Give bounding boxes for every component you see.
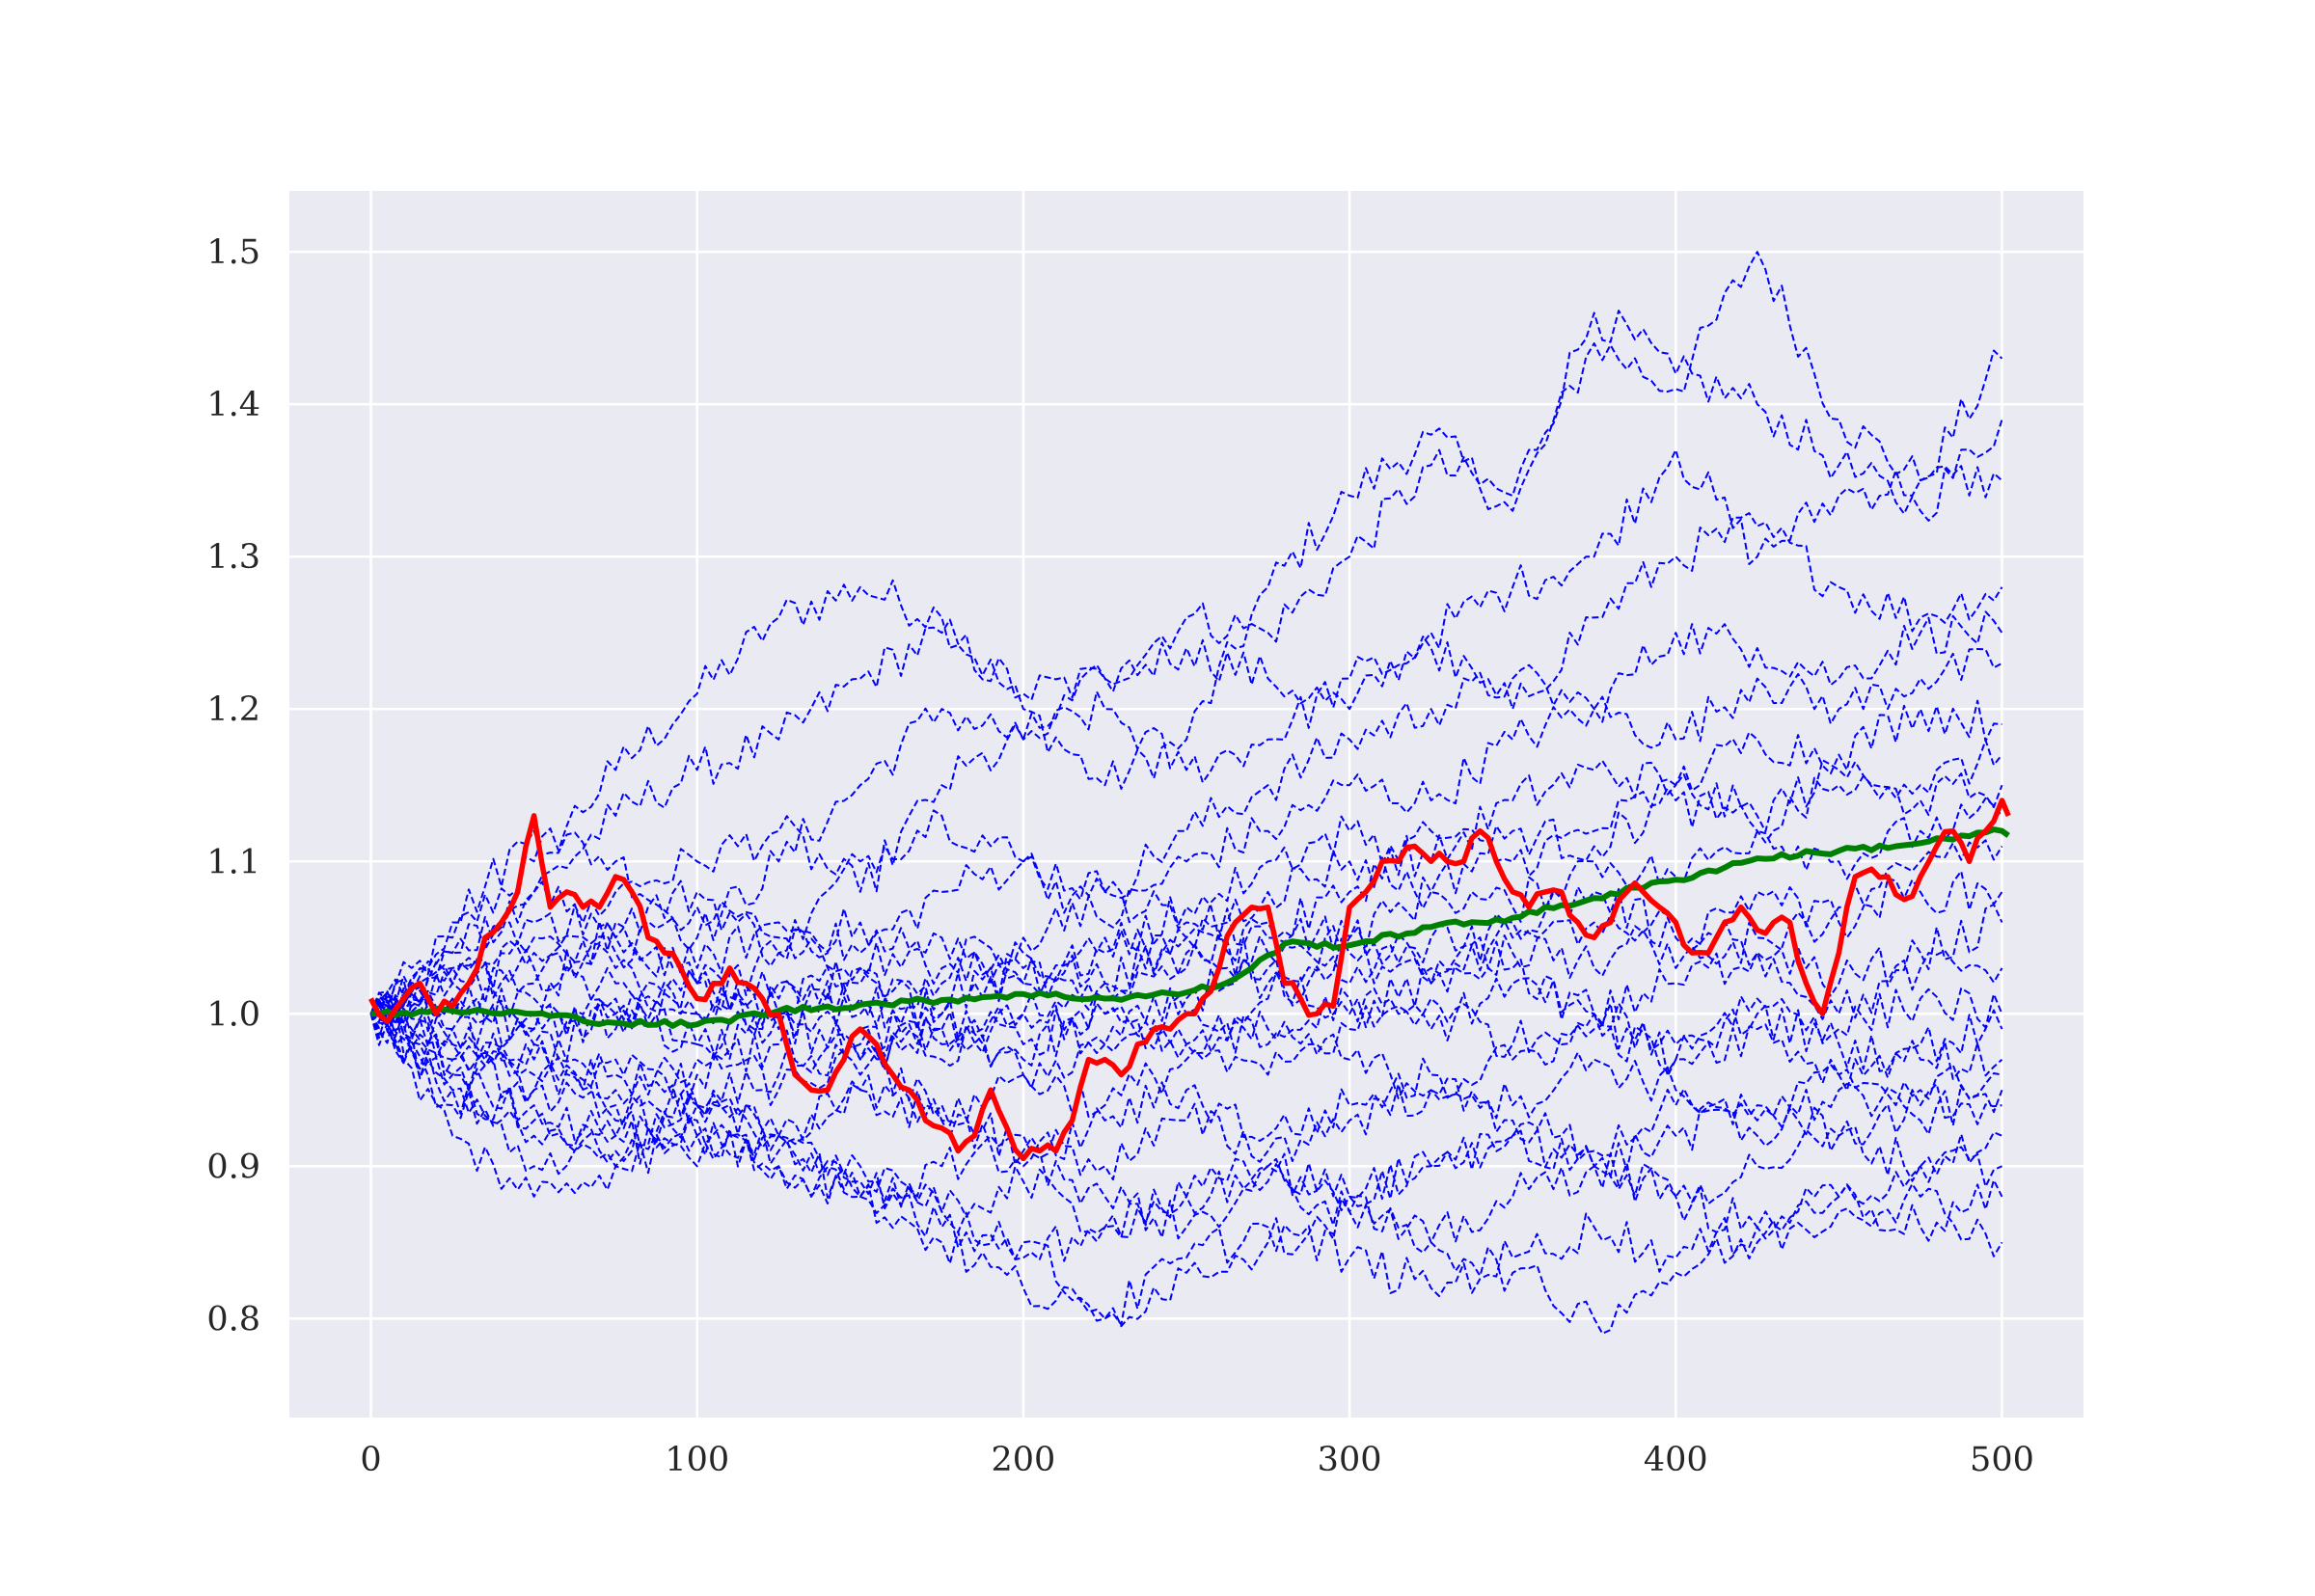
simulated-path-line <box>369 699 2002 1041</box>
simulated-path-line <box>369 648 2002 1059</box>
y-tick-label: 1.2 <box>206 690 260 729</box>
simulated-path-line <box>369 251 2003 1014</box>
y-tick-label: 1.1 <box>206 843 260 881</box>
simulated-path-line <box>369 1013 2002 1174</box>
x-tick-label: 300 <box>1318 1441 1382 1479</box>
y-tick-label: 1.4 <box>206 386 260 424</box>
highlight-path-layer <box>368 798 2011 1162</box>
simulated-path-line <box>369 880 2003 1335</box>
simulated-path-line <box>369 924 2003 1116</box>
y-tick-label: 1.0 <box>206 995 260 1034</box>
simulated-paths <box>369 251 2003 1335</box>
y-tick-label: 1.3 <box>206 538 260 577</box>
y-tick-label: 0.8 <box>206 1300 260 1339</box>
x-tick-label: 400 <box>1644 1441 1708 1479</box>
mean-path-line <box>370 826 2010 1029</box>
plot-area <box>289 191 2084 1418</box>
y-tick-label: 1.5 <box>206 233 260 272</box>
x-tick-label: 500 <box>1970 1441 2034 1479</box>
y-tick-label: 0.9 <box>206 1148 260 1186</box>
simulated-path-line <box>369 904 2003 1045</box>
simulated-path-line <box>369 1014 2002 1328</box>
mean-path-layer <box>370 826 2010 1029</box>
x-tick-label: 200 <box>992 1441 1056 1479</box>
y-tick-labels: 0.8 0.9 1.0 1.1 1.2 1.3 1.4 1.5 <box>206 233 260 1339</box>
simulated-path-line <box>369 1001 2002 1262</box>
simulated-path-line <box>370 610 2003 1015</box>
highlight-path-line <box>368 798 2011 1162</box>
simulated-path-line <box>369 797 2003 1069</box>
x-tick-label: 0 <box>360 1441 381 1479</box>
simulated-path-line <box>370 1012 2003 1326</box>
simulated-path-line <box>369 448 2003 1014</box>
simulated-path-line <box>369 999 2003 1150</box>
simulated-path-line <box>369 512 2003 1025</box>
x-tick-label: 100 <box>665 1441 729 1479</box>
x-tick-labels: 0 100 200 300 400 500 <box>360 1441 2033 1479</box>
